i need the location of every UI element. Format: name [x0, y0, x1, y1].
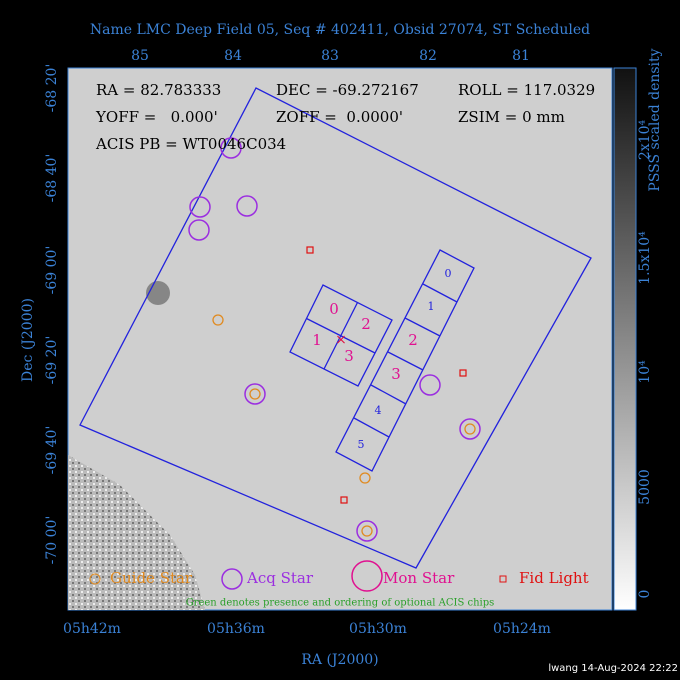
- s-chip-label: 2: [408, 331, 418, 349]
- legend-mon: Mon Star: [383, 569, 455, 587]
- bottom-tick-label: 05h24m: [493, 621, 551, 637]
- guide-stars: [212, 314, 476, 537]
- top-tick-label: 81: [512, 48, 530, 64]
- yoff: YOFF = 0.000': [95, 108, 218, 126]
- field-box: [79, 87, 592, 569]
- left-tick-label: -68 40': [44, 154, 60, 203]
- acis: ACIS PB = WT0046C034: [95, 135, 286, 153]
- zsim: ZSIM = 0 mm: [458, 108, 565, 126]
- top-tick-label: 85: [131, 48, 149, 64]
- ra: RA = 82.783333: [96, 81, 221, 99]
- legend-fid: Fid Light: [519, 569, 589, 587]
- zoff: ZOFF = 0.0000': [276, 108, 403, 126]
- left-tick-label: -69 00': [44, 246, 60, 295]
- left-tick-label: -69 40': [44, 426, 60, 475]
- s-chip-label: 5: [358, 438, 365, 451]
- left-tick-label: -69 20': [44, 336, 60, 385]
- s-chip-label: 3: [391, 365, 401, 383]
- bottom-tick-label: 05h30m: [349, 621, 407, 637]
- bottom-tick-label: 05h42m: [63, 621, 121, 637]
- left-tick-label: -70 00': [44, 516, 60, 565]
- colorbar-label: 5000: [637, 469, 653, 505]
- colorbar-title: PSSS scaled density: [647, 48, 663, 191]
- noise-region: [68, 455, 205, 610]
- colorbar-label: 0: [637, 590, 653, 599]
- dec: DEC = -69.272167: [276, 81, 419, 99]
- colorbar: [613, 67, 637, 611]
- colorbar-label: 1.5x10⁴: [637, 231, 653, 285]
- i-chip-label: 3: [344, 347, 354, 365]
- note: Green denotes presence and ordering of o…: [186, 598, 495, 609]
- aimpoint: ×: [335, 332, 347, 348]
- legend-mon-icon: [351, 560, 383, 592]
- colorbar-label: 2x10⁴: [637, 120, 653, 161]
- legend-guide-icon: [89, 573, 101, 585]
- s-chip-label: 1: [428, 300, 435, 313]
- i-array: [289, 284, 393, 387]
- bottom-tick-label: 05h36m: [207, 621, 265, 637]
- legend-acq-icon: [221, 568, 243, 590]
- colorbar-label: 10⁴: [637, 360, 653, 384]
- s-chip-label: 0: [445, 267, 452, 280]
- sky-image: [67, 67, 613, 611]
- i-chip-label: 0: [329, 300, 339, 318]
- legend-acq: Acq Star: [246, 569, 314, 587]
- title: Name LMC Deep Field 05, Seq # 402411, Ob…: [90, 22, 590, 38]
- y-label: Dec (J2000): [20, 298, 36, 382]
- x-label: RA (J2000): [301, 652, 378, 668]
- legend-guide: Guide Star: [110, 569, 193, 587]
- footer: lwang 14-Aug-2024 22:22: [548, 663, 678, 674]
- s-array: [335, 249, 475, 472]
- i-chip-label: 2: [361, 315, 371, 333]
- top-tick-label: 82: [419, 48, 437, 64]
- legend-fid-icon: [499, 575, 507, 583]
- roll: ROLL = 117.0329: [458, 81, 595, 99]
- acq-stars: [188, 137, 481, 542]
- left-tick-label: -68 20': [44, 64, 60, 113]
- s-chip-label: 4: [375, 404, 382, 417]
- top-tick-label: 83: [321, 48, 339, 64]
- fid-lights: [306, 246, 467, 504]
- i-chip-label: 1: [312, 331, 322, 349]
- top-tick-label: 84: [224, 48, 242, 64]
